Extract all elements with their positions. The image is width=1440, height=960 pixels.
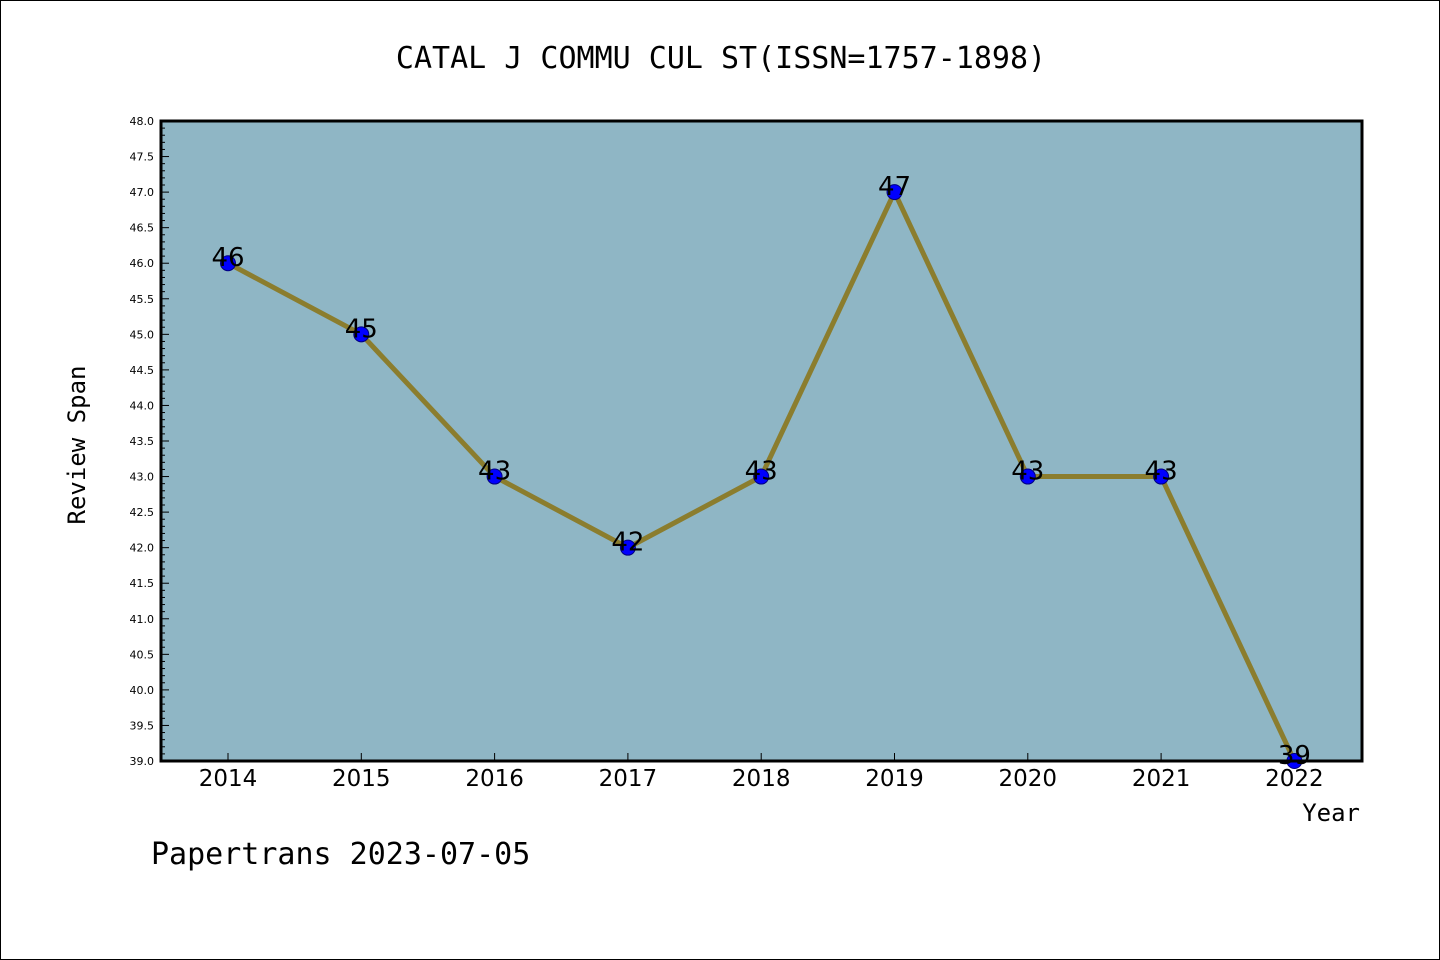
y-tick-label: 40.5 [130,648,155,661]
data-label: 39 [1278,741,1311,771]
y-tick-label: 43.0 [130,471,155,484]
x-axis-label: Year [1302,799,1360,827]
data-point [353,326,370,343]
y-tick-label: 46.0 [130,257,155,270]
x-tick-label: 2014 [199,766,258,792]
y-tick-label: 41.5 [130,577,155,590]
footer-text: Papertrans 2023-07-05 [151,837,530,872]
x-tick-label: 2016 [465,766,524,792]
chart-title: CATAL J COMMU CUL ST(ISSN=1757-1898) [396,41,1046,76]
x-axis: 2014 2015 2016 2017 2018 2019 2020 2021 2022 [199,753,1324,792]
data-label: 43 [478,457,511,487]
y-axis-label: Review Span [63,366,91,525]
data-label: 42 [611,528,644,558]
y-tick-label: 39.5 [130,719,155,732]
x-tick-label: 2018 [732,766,791,792]
y-tick-label: 44.5 [130,364,155,377]
x-tick-label: 2019 [865,766,924,792]
data-labels-group: 46 45 43 42 43 47 43 43 39 [211,172,1310,771]
y-tick-label: 48.0 [130,115,155,128]
data-point [619,539,636,556]
y-tick-label: 45.5 [130,293,155,306]
y-tick-label: 42.0 [130,542,155,555]
y-tick-label: 43.5 [130,435,155,448]
data-label: 43 [1011,457,1044,487]
data-label: 43 [1145,457,1178,487]
data-label: 45 [345,314,378,344]
data-label: 46 [211,243,244,273]
y-tick-label: 47.0 [130,186,155,199]
y-tick-label: 40.0 [130,684,155,697]
y-tick-label: 42.5 [130,506,155,519]
x-tick-label: 2017 [599,766,658,792]
data-point [886,184,903,201]
data-point [753,468,770,485]
x-tick-label: 2020 [999,766,1058,792]
data-point [1019,468,1036,485]
y-tick-label: 45.0 [130,328,155,341]
y-tick-label: 39.0 [130,755,155,768]
x-tick-label: 2022 [1265,766,1324,792]
series-group [220,184,1303,769]
x-tick-label: 2015 [332,766,391,792]
plot-area [161,121,1362,761]
y-tick-label: 44.0 [130,399,155,412]
y-tick-label: 47.5 [130,151,155,164]
y-tick-label: 41.0 [130,613,155,626]
x-tick-label: 2021 [1132,766,1191,792]
data-label: 47 [878,172,911,202]
data-point [1153,468,1170,485]
data-point [220,255,236,272]
plot-border [159,119,1364,763]
data-point [486,468,503,485]
data-label: 43 [745,457,778,487]
y-tick-label: 46.5 [130,222,155,235]
